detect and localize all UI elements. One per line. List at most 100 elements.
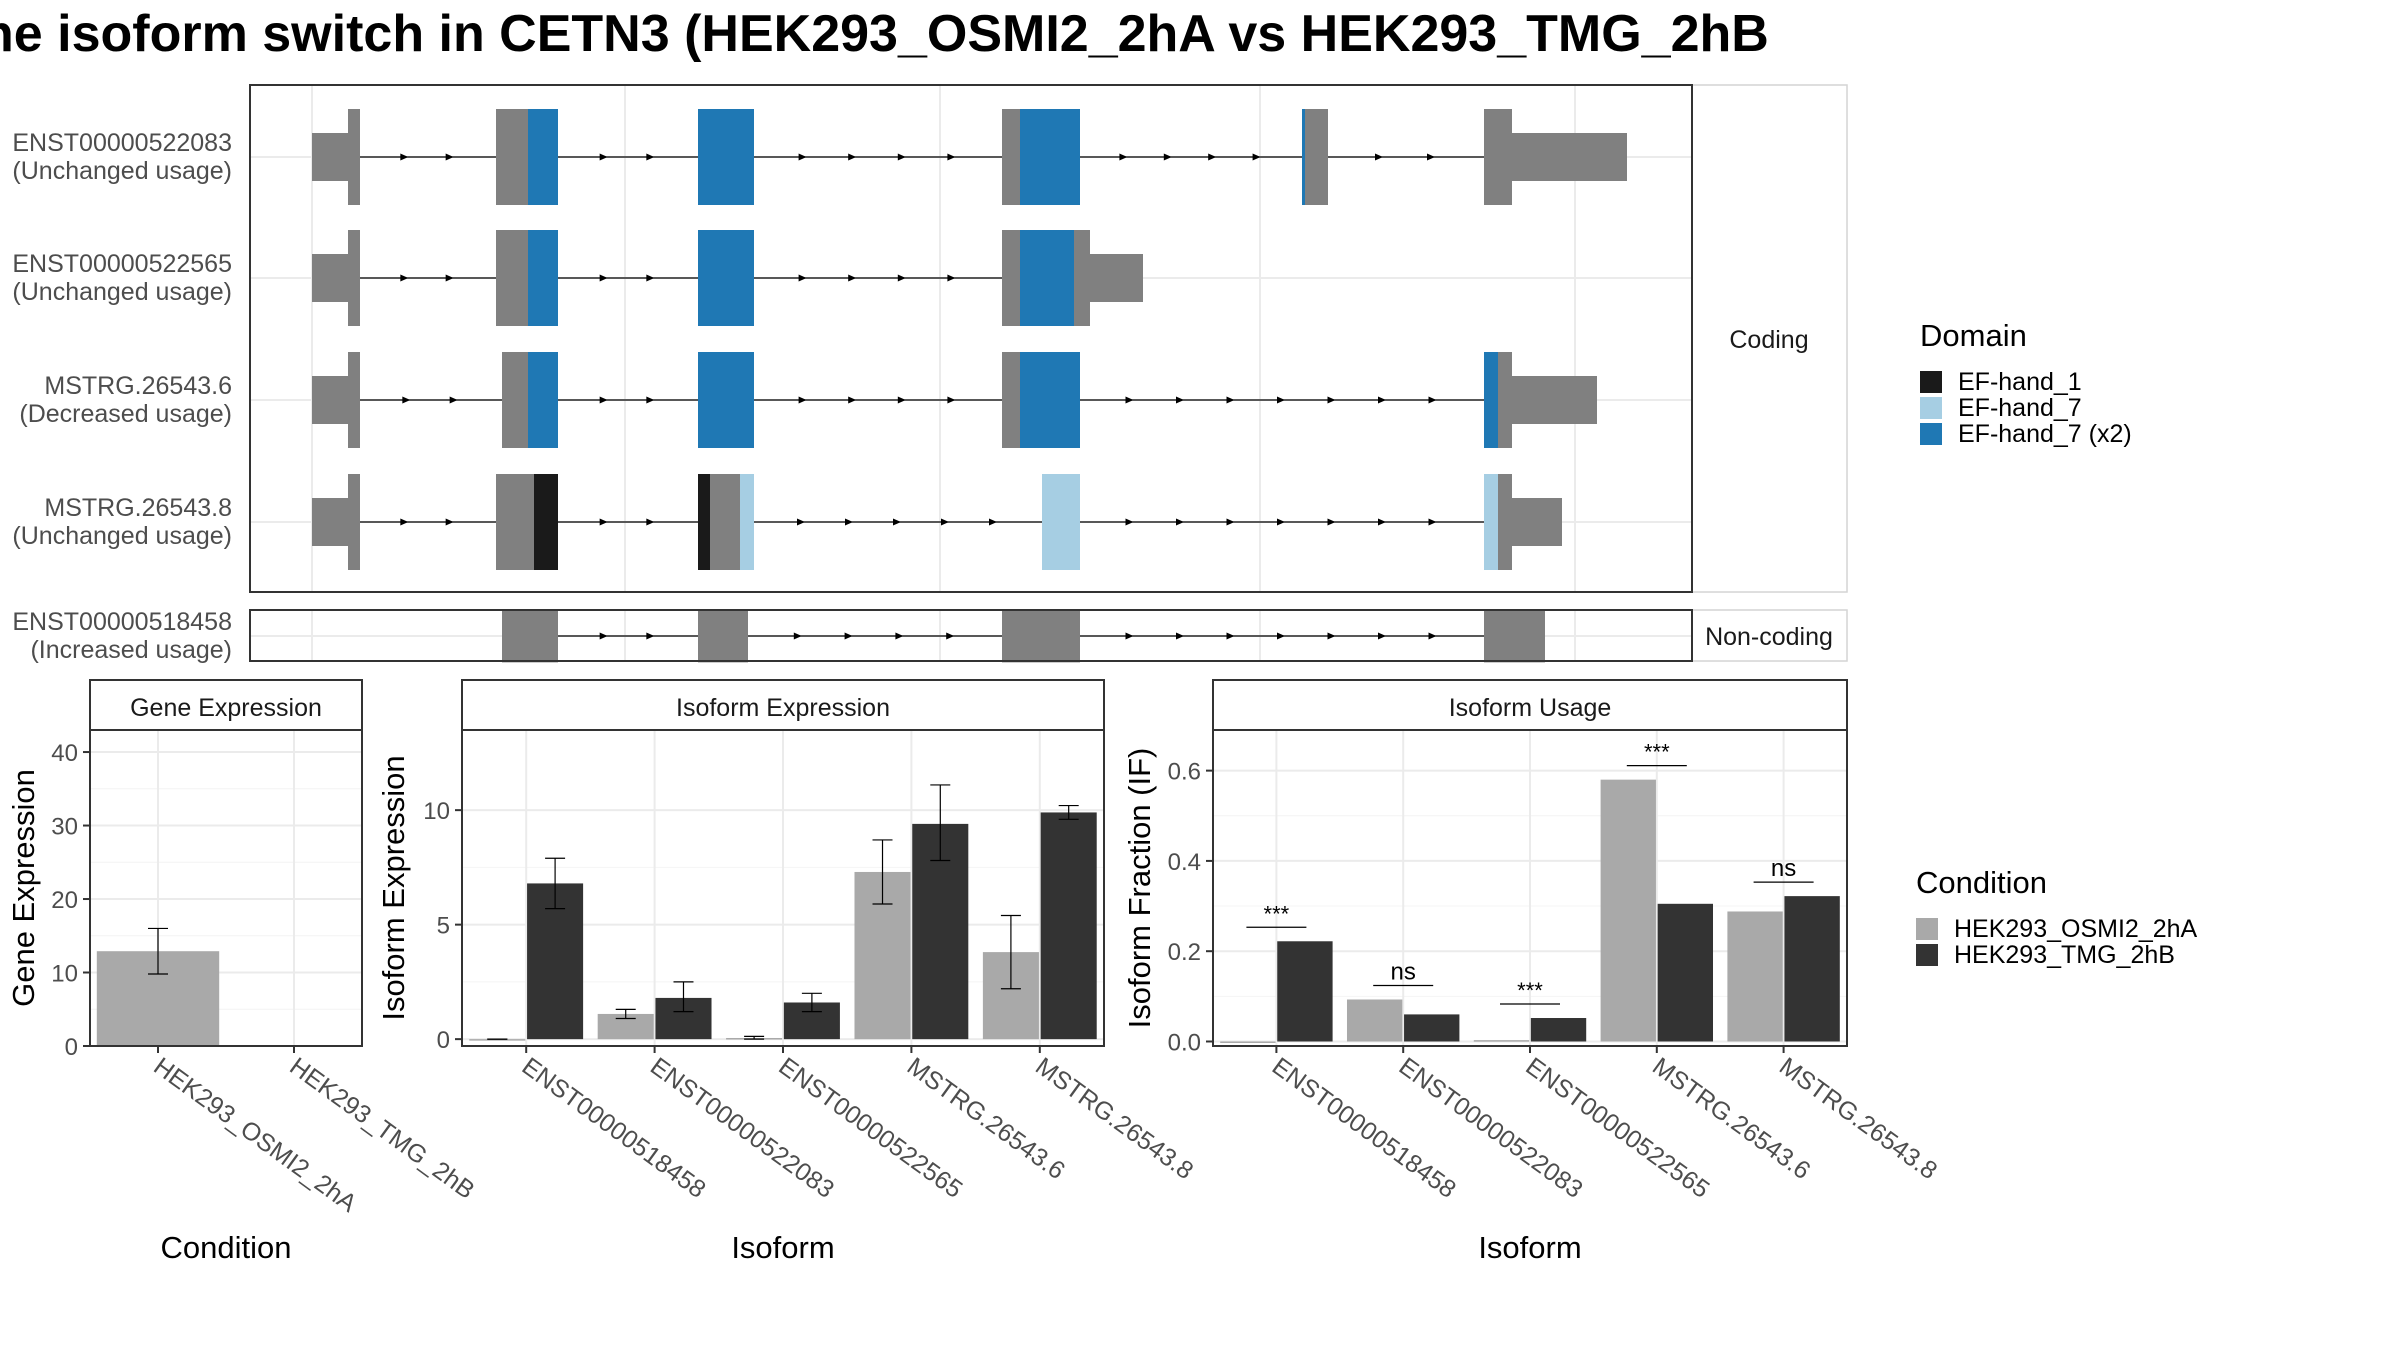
y-tick-label: 0.2 [1168,939,1201,966]
exon-block [1002,109,1020,205]
intron-arrow [445,153,454,161]
exon-block [698,609,748,663]
intron-arrow [400,518,409,526]
bar [1657,903,1714,1042]
intron-arrow [1226,396,1235,404]
significance-label: ns [1391,959,1416,986]
domain-legend-swatch [1920,423,1942,445]
chart-strip [461,679,1105,731]
exon-block [1484,609,1545,663]
exon-block [740,474,754,570]
intron-arrow [1327,518,1336,526]
y-tick-label: 20 [51,887,78,914]
bar [1473,1040,1530,1042]
exon-block [312,498,348,546]
transcript-status-label: (Decreased usage) [19,400,232,428]
exon-block [528,109,558,205]
intron-arrow [599,396,608,404]
intron-arrow [1327,396,1336,404]
exon-block [1042,474,1080,570]
condition-legend-swatch [1916,944,1938,966]
intron-arrow [599,632,608,640]
exon-block [1484,352,1498,448]
intron-arrow [1163,153,1172,161]
y-tick-label: 10 [423,798,450,825]
intron-arrow [599,153,608,161]
exon-block [710,474,740,570]
intron-arrow [798,153,807,161]
y-tick-label: 0 [65,1034,78,1061]
chart-strip [89,679,363,731]
y-tick-label: 10 [51,961,78,988]
chart-title: Gene Expression [130,694,322,722]
transcript-structure-row [502,609,1545,663]
exon-block [312,133,348,181]
intron-arrow [947,396,956,404]
intron-arrow [989,518,997,526]
domain-legend-title: Domain [1920,318,2027,353]
domain-legend-swatch [1920,397,1942,419]
coding-strip [1691,84,1848,593]
transcript-status-label: (Unchanged usage) [12,157,232,185]
domain-legend-label: EF-hand_7 [1958,394,2082,422]
exon-block [496,109,528,205]
exon-block [1090,254,1143,302]
intron-arrow [1378,632,1386,640]
intron-arrow [400,274,409,282]
intron-arrow [400,153,409,161]
bar [1277,941,1333,1042]
significance-label: ns [1771,855,1796,882]
intron-arrow [1176,518,1184,526]
exon-block [348,352,360,448]
intron-arrow [1176,632,1184,640]
noncoding-strip [1691,609,1848,662]
intron-arrow [798,274,807,282]
y-tick-label: 0 [437,1027,450,1054]
intron-arrow [1125,518,1134,526]
page-title: he isoform switch in CETN3 (HEK293_OSMI2… [0,5,1769,63]
transcript-structure-row [312,230,1143,326]
condition-legend-title: Condition [1916,865,2047,900]
exon-block [1002,352,1020,448]
intron-arrow [1226,518,1235,526]
coding-panel [250,85,1692,592]
intron-arrow [797,518,805,526]
exon-block [1020,109,1080,205]
intron-arrow [646,518,655,526]
transcript-status-label: (Increased usage) [30,636,232,664]
exon-block [1512,376,1597,424]
intron-arrow [1226,632,1235,640]
intron-arrow [1277,396,1285,404]
bar [1600,779,1656,1042]
intron-arrow [1428,396,1437,404]
y-tick-label: 40 [51,740,78,767]
intron-arrow [402,396,411,404]
intron-arrow [1125,396,1134,404]
exon-block [496,474,534,570]
transcript-structure-row [312,474,1562,570]
transcript-status-label: (Unchanged usage) [12,278,232,306]
exon-block [1020,230,1074,326]
intron-arrow [1378,518,1386,526]
intron-arrow [897,274,906,282]
exon-block [1020,352,1080,448]
bar [1404,1014,1460,1042]
exon-block [1512,133,1627,181]
condition-legend-label: HEK293_TMG_2hB [1954,941,2175,969]
significance-label: *** [1264,901,1290,926]
transcript-id-label: ENST00000522083 [12,129,232,157]
intron-arrow [947,153,956,161]
intron-arrow [844,632,853,640]
y-tick-label: 0.6 [1168,759,1201,786]
exon-block [348,230,360,326]
chart-strip [1212,679,1848,731]
x-axis-title: Isoform [1478,1230,1581,1265]
intron-arrow [445,518,454,526]
intron-arrow [1176,396,1184,404]
bar [1727,911,1783,1042]
intron-arrow [947,274,956,282]
transcript-id-label: MSTRG.26543.8 [44,494,232,522]
exon-block [348,109,360,205]
domain-legend-label: EF-hand_1 [1958,368,2082,396]
